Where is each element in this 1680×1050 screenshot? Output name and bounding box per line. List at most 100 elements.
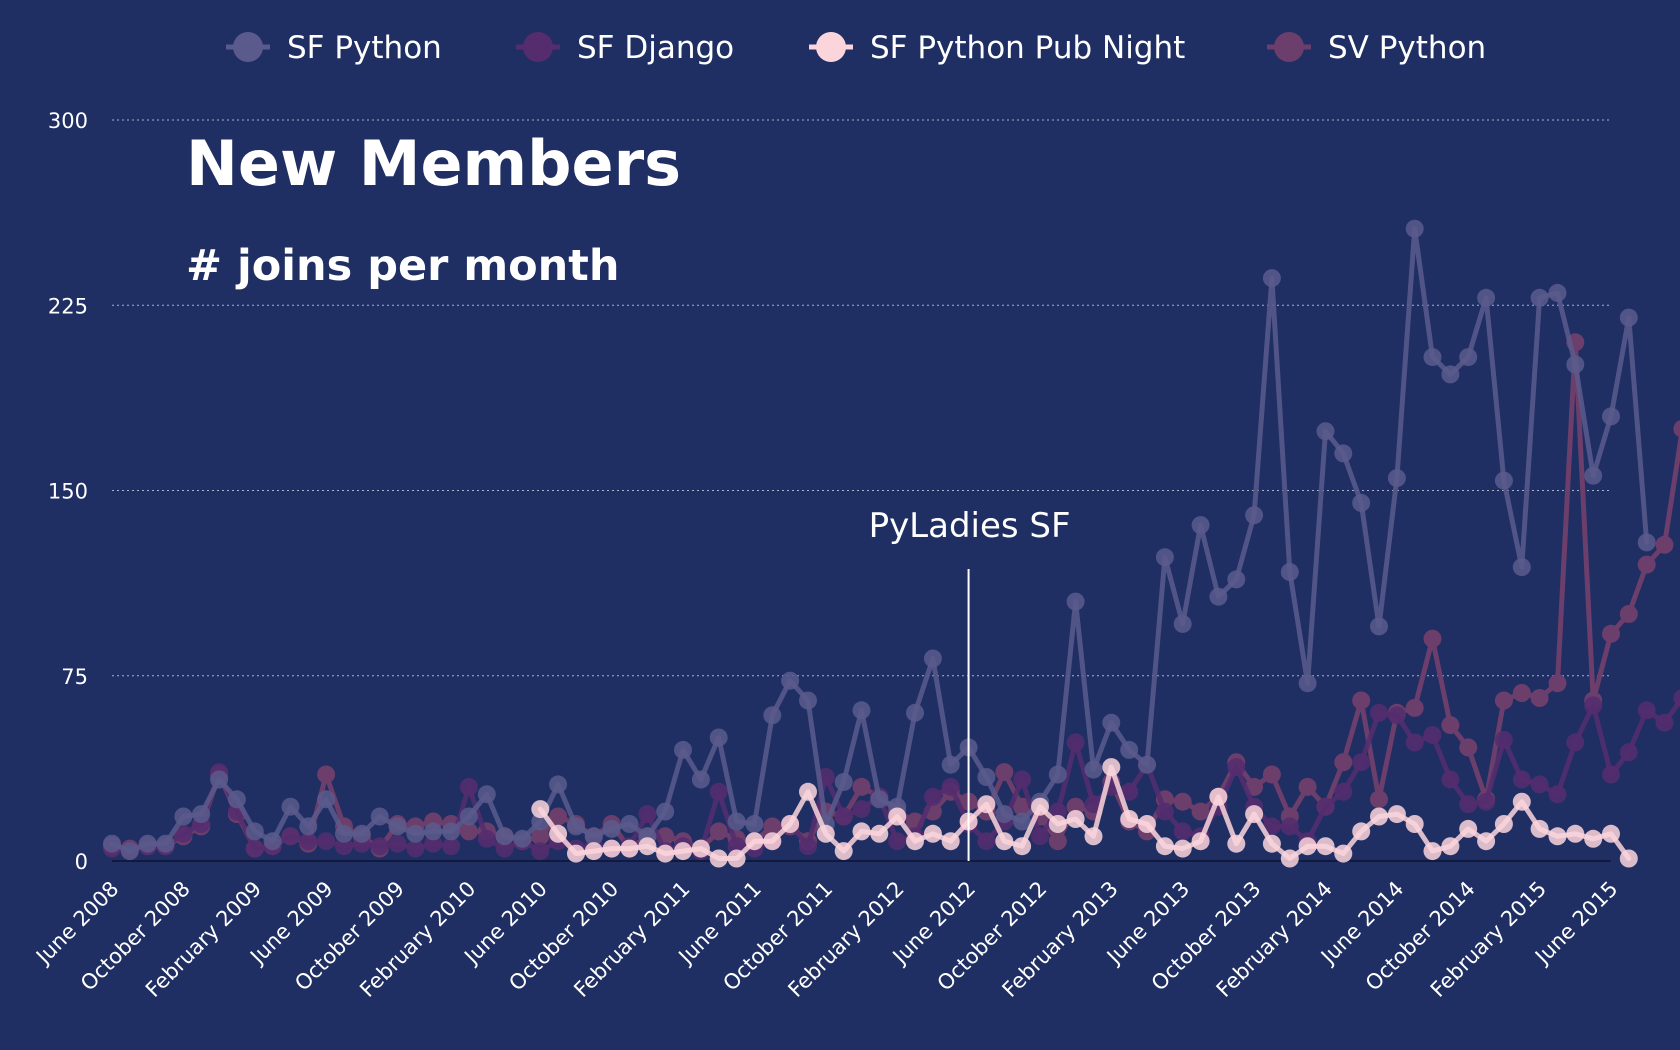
data-point	[317, 790, 336, 809]
data-point	[495, 827, 514, 846]
data-point	[1048, 802, 1067, 821]
data-point	[1280, 817, 1299, 836]
data-point	[781, 815, 800, 833]
data-point	[1459, 795, 1478, 814]
data-point	[1013, 812, 1032, 831]
data-point	[709, 822, 728, 841]
data-point	[834, 842, 853, 861]
data-point	[638, 837, 657, 856]
data-point	[352, 824, 371, 843]
data-point	[691, 770, 710, 789]
data-point	[370, 837, 389, 856]
data-point	[1459, 348, 1478, 367]
series-layer	[103, 219, 1680, 868]
data-point	[1655, 713, 1674, 732]
data-point	[727, 849, 746, 868]
legend-item-2: SF Python Pub Night	[809, 30, 1185, 66]
data-point	[620, 815, 639, 833]
data-point	[1566, 355, 1585, 374]
data-point	[852, 777, 871, 796]
data-point	[1494, 471, 1513, 490]
data-point	[1602, 824, 1620, 843]
data-point	[1334, 844, 1353, 863]
y-tick-label: 150	[48, 480, 88, 504]
data-point	[1423, 629, 1442, 648]
data-point	[495, 839, 514, 858]
data-point	[941, 777, 960, 796]
data-point	[1477, 832, 1496, 851]
data-point	[1637, 533, 1656, 552]
data-point	[1013, 770, 1032, 789]
data-point	[923, 787, 942, 806]
legend: SF Python SF Django SF Python Pub Night SV …	[226, 30, 1486, 66]
data-point	[923, 824, 942, 843]
data-point	[1262, 834, 1281, 853]
data-point	[906, 703, 924, 722]
data-point	[1405, 219, 1424, 238]
data-point	[406, 839, 425, 858]
data-point	[923, 649, 942, 668]
data-point	[1637, 555, 1656, 574]
data-point	[1191, 516, 1210, 535]
data-point	[1637, 701, 1656, 720]
data-point	[620, 839, 639, 858]
data-point	[317, 765, 336, 784]
data-point	[477, 829, 496, 848]
data-point	[1548, 283, 1567, 302]
data-point	[1209, 587, 1228, 606]
data-point	[1120, 740, 1139, 759]
data-point	[549, 807, 568, 826]
data-point	[745, 832, 764, 851]
data-point	[1316, 797, 1335, 816]
data-point	[1494, 691, 1513, 710]
data-point	[1459, 738, 1478, 757]
data-point	[1245, 805, 1264, 824]
data-point	[459, 807, 478, 826]
data-point	[709, 849, 728, 868]
data-point	[1405, 733, 1424, 752]
data-point	[1619, 605, 1638, 623]
data-point	[995, 805, 1014, 824]
data-point	[174, 807, 193, 826]
data-point	[227, 790, 246, 809]
data-point	[1423, 726, 1442, 744]
data-point	[1602, 765, 1620, 784]
data-point	[174, 824, 193, 843]
data-point	[388, 834, 407, 853]
data-point	[1352, 753, 1371, 772]
data-point	[1316, 422, 1335, 441]
data-point	[1566, 824, 1585, 843]
data-point	[567, 844, 585, 863]
data-point	[1084, 827, 1103, 846]
data-point	[477, 785, 496, 804]
data-point	[406, 824, 425, 843]
data-point	[1102, 713, 1121, 732]
legend-label: SV Python	[1328, 30, 1486, 66]
data-point	[870, 790, 889, 809]
legend-item-1: SF Django	[516, 30, 734, 66]
data-point	[317, 832, 336, 851]
y-tick-label: 300	[48, 109, 88, 133]
data-point	[1066, 810, 1085, 828]
data-point	[370, 807, 389, 826]
data-point	[263, 832, 282, 851]
data-point	[1066, 797, 1085, 816]
data-point	[1370, 703, 1388, 722]
data-point	[888, 832, 907, 851]
data-point	[531, 800, 550, 819]
data-point	[1441, 770, 1460, 789]
data-point	[531, 827, 550, 846]
data-point	[1084, 760, 1103, 779]
data-point	[1477, 792, 1496, 811]
data-point	[584, 842, 603, 861]
data-point	[1423, 842, 1442, 861]
data-point	[763, 706, 782, 725]
data-point	[1334, 444, 1353, 463]
data-point	[995, 832, 1014, 851]
data-point	[192, 805, 211, 824]
data-point	[584, 827, 603, 846]
data-point	[1048, 765, 1067, 784]
data-point	[1048, 815, 1067, 833]
data-point	[977, 768, 996, 786]
